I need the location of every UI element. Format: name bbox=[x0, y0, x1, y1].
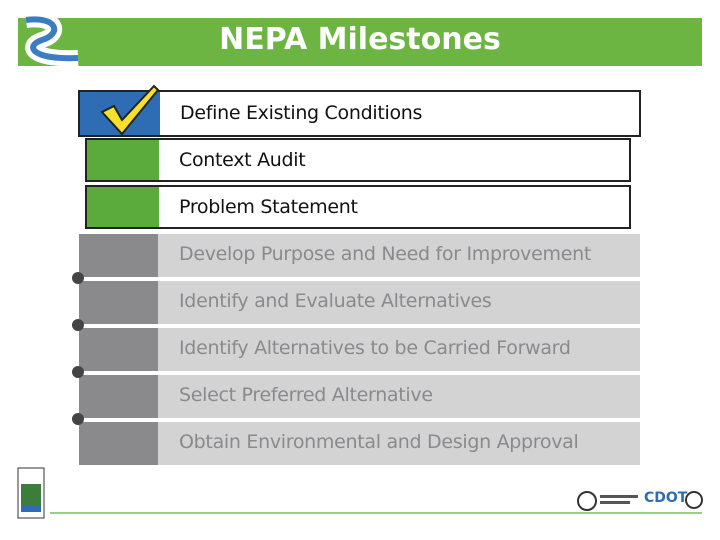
step-tab bbox=[79, 281, 158, 324]
step-tab bbox=[87, 140, 159, 180]
step-label: Context Audit bbox=[179, 149, 306, 171]
cdot-logo: CDOT bbox=[644, 490, 688, 506]
step-tab bbox=[87, 187, 159, 227]
step-label: Identify Alternatives to be Carried Forw… bbox=[179, 337, 571, 359]
connector-dot bbox=[72, 366, 84, 378]
footer-logo-left bbox=[17, 467, 45, 519]
seal-logo bbox=[685, 491, 703, 509]
title: NEPA Milestones bbox=[219, 22, 501, 57]
step-tab bbox=[79, 375, 158, 418]
step-label: Problem Statement bbox=[179, 196, 358, 218]
connector-dot bbox=[72, 413, 84, 425]
step-label: Obtain Environmental and Design Approval bbox=[179, 431, 579, 453]
checkmark bbox=[100, 84, 160, 136]
step-tab bbox=[79, 328, 158, 371]
step-row: Select Preferred Alternative bbox=[77, 373, 642, 420]
connector-dot bbox=[72, 319, 84, 331]
step-row: Define Existing Conditions bbox=[78, 90, 641, 137]
step-row: Identify Alternatives to be Carried Forw… bbox=[77, 326, 642, 373]
header-logo bbox=[25, 14, 79, 67]
connector-dot bbox=[72, 272, 84, 284]
header-bar bbox=[18, 18, 702, 66]
step-tab bbox=[79, 422, 158, 465]
step-row: Problem Statement bbox=[85, 185, 631, 229]
idot-logo bbox=[577, 491, 638, 511]
step-label: Develop Purpose and Need for Improvement bbox=[179, 243, 592, 265]
step-row: Identify and Evaluate Alternatives bbox=[77, 279, 642, 326]
step-row: Obtain Environmental and Design Approval bbox=[77, 420, 642, 467]
step-row: Develop Purpose and Need for Improvement bbox=[77, 232, 642, 279]
step-tab bbox=[79, 234, 158, 277]
step-label: Identify and Evaluate Alternatives bbox=[179, 290, 492, 312]
step-row: Context Audit bbox=[85, 138, 631, 182]
step-label: Define Existing Conditions bbox=[180, 102, 423, 124]
step-label: Select Preferred Alternative bbox=[179, 384, 433, 406]
footer-line bbox=[50, 512, 702, 514]
